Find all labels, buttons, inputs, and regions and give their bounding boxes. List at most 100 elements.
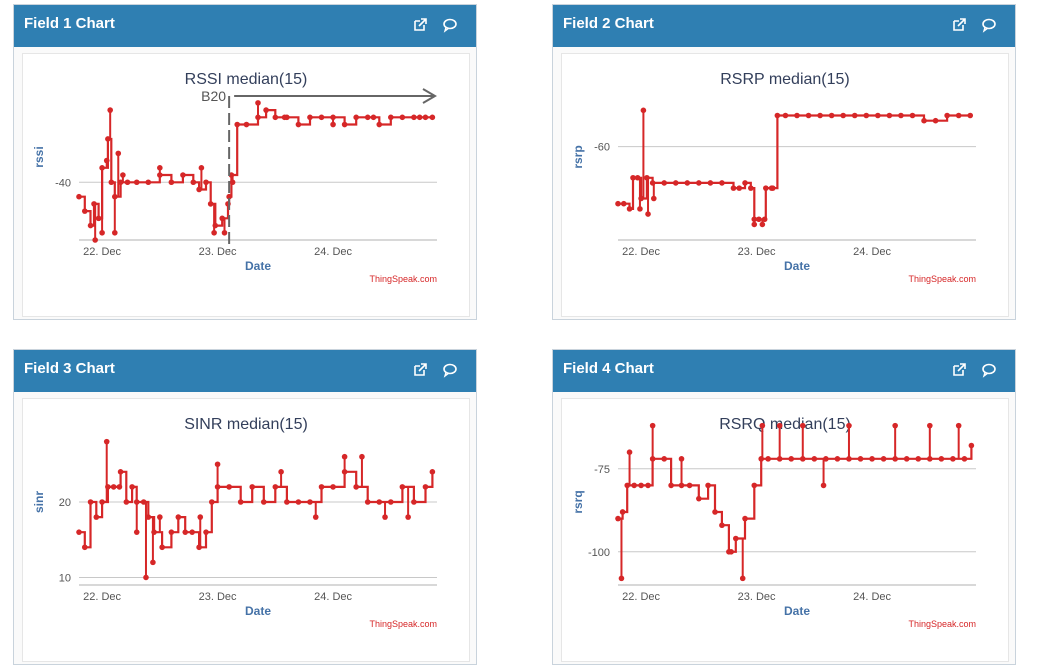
data-point[interactable] [180, 172, 186, 178]
data-point[interactable] [353, 484, 359, 490]
data-point[interactable] [422, 484, 429, 490]
data-point[interactable] [376, 499, 383, 505]
data-point[interactable] [944, 112, 950, 119]
data-point[interactable] [661, 180, 667, 186]
data-point[interactable] [851, 112, 858, 119]
data-point[interactable] [168, 179, 175, 186]
data-point[interactable] [696, 495, 702, 502]
data-point[interactable] [880, 456, 887, 462]
data-point[interactable] [243, 121, 250, 128]
data-point[interactable] [961, 456, 968, 462]
data-point[interactable] [103, 157, 110, 164]
data-point[interactable] [686, 482, 693, 489]
data-point[interactable] [221, 229, 228, 236]
data-point[interactable] [182, 529, 189, 535]
data-point[interactable] [678, 482, 685, 489]
data-point[interactable] [388, 499, 394, 505]
data-point[interactable] [811, 456, 818, 462]
data-point[interactable] [638, 195, 644, 202]
data-point[interactable] [112, 193, 118, 200]
data-point[interactable] [765, 456, 771, 462]
data-point[interactable] [892, 456, 898, 462]
data-point[interactable] [190, 179, 197, 186]
data-point[interactable] [684, 180, 691, 186]
data-point[interactable] [382, 514, 388, 520]
data-point[interactable] [857, 456, 864, 462]
data-point[interactable] [110, 484, 117, 490]
data-point[interactable] [330, 484, 336, 490]
data-point[interactable] [364, 114, 371, 121]
data-point[interactable] [117, 469, 124, 475]
data-point[interactable] [615, 200, 621, 207]
data-point[interactable] [898, 112, 904, 119]
data-point[interactable] [92, 237, 98, 243]
data-point[interactable] [739, 575, 746, 582]
data-point[interactable] [103, 438, 110, 445]
data-point[interactable] [209, 499, 215, 505]
data-point[interactable] [719, 180, 725, 186]
data-point[interactable] [730, 185, 737, 191]
data-point[interactable] [168, 529, 175, 535]
data-point[interactable] [678, 456, 685, 462]
data-point[interactable] [249, 484, 256, 490]
data-point[interactable] [776, 422, 783, 429]
data-point[interactable] [133, 529, 140, 535]
data-point[interactable] [272, 484, 279, 490]
data-point[interactable] [846, 456, 852, 462]
data-point[interactable] [634, 174, 641, 181]
data-point[interactable] [81, 208, 88, 214]
data-point[interactable] [129, 484, 135, 490]
data-point[interactable] [645, 482, 651, 489]
data-point[interactable] [411, 499, 417, 505]
data-point[interactable] [649, 180, 656, 186]
data-point[interactable] [295, 499, 302, 505]
data-point[interactable] [353, 114, 359, 121]
data-point[interactable] [91, 201, 97, 207]
data-point[interactable] [712, 509, 718, 515]
data-point[interactable] [157, 165, 163, 171]
data-point[interactable] [840, 112, 846, 119]
data-point[interactable] [736, 185, 743, 191]
data-point[interactable] [203, 179, 209, 186]
data-point[interactable] [649, 422, 656, 429]
data-point[interactable] [107, 107, 113, 113]
data-point[interactable] [875, 112, 881, 119]
data-point[interactable] [768, 185, 775, 191]
data-point[interactable] [620, 200, 627, 207]
data-point[interactable] [159, 544, 165, 551]
credit-link[interactable]: ThingSpeak.com [908, 274, 976, 284]
data-point[interactable] [668, 482, 674, 489]
data-point[interactable] [255, 114, 261, 121]
data-point[interactable] [123, 499, 130, 505]
data-point[interactable] [405, 514, 411, 520]
data-point[interactable] [719, 522, 725, 529]
data-point[interactable] [707, 180, 714, 186]
data-point[interactable] [756, 216, 762, 223]
data-point[interactable] [226, 193, 232, 200]
data-point[interactable] [237, 499, 244, 505]
data-point[interactable] [341, 469, 348, 475]
data-point[interactable] [416, 114, 423, 121]
data-point[interactable] [742, 180, 748, 186]
data-point[interactable] [927, 456, 933, 462]
data-point[interactable] [619, 509, 626, 515]
data-point[interactable] [759, 221, 766, 228]
data-point[interactable] [751, 216, 758, 223]
data-point[interactable] [705, 482, 711, 489]
data-point[interactable] [140, 499, 147, 505]
data-point[interactable] [81, 544, 88, 551]
data-point[interactable] [846, 422, 852, 429]
data-point[interactable] [234, 121, 241, 128]
data-point[interactable] [615, 515, 621, 522]
data-point[interactable] [761, 216, 768, 223]
data-point[interactable] [950, 456, 956, 462]
comment-icon[interactable] [442, 17, 458, 33]
data-point[interactable] [726, 549, 732, 555]
data-point[interactable] [318, 114, 325, 121]
data-point[interactable] [341, 121, 348, 128]
data-point[interactable] [399, 484, 406, 490]
data-point[interactable] [150, 559, 156, 566]
data-point[interactable] [115, 150, 122, 157]
data-point[interactable] [429, 114, 436, 121]
data-point[interactable] [649, 456, 656, 462]
